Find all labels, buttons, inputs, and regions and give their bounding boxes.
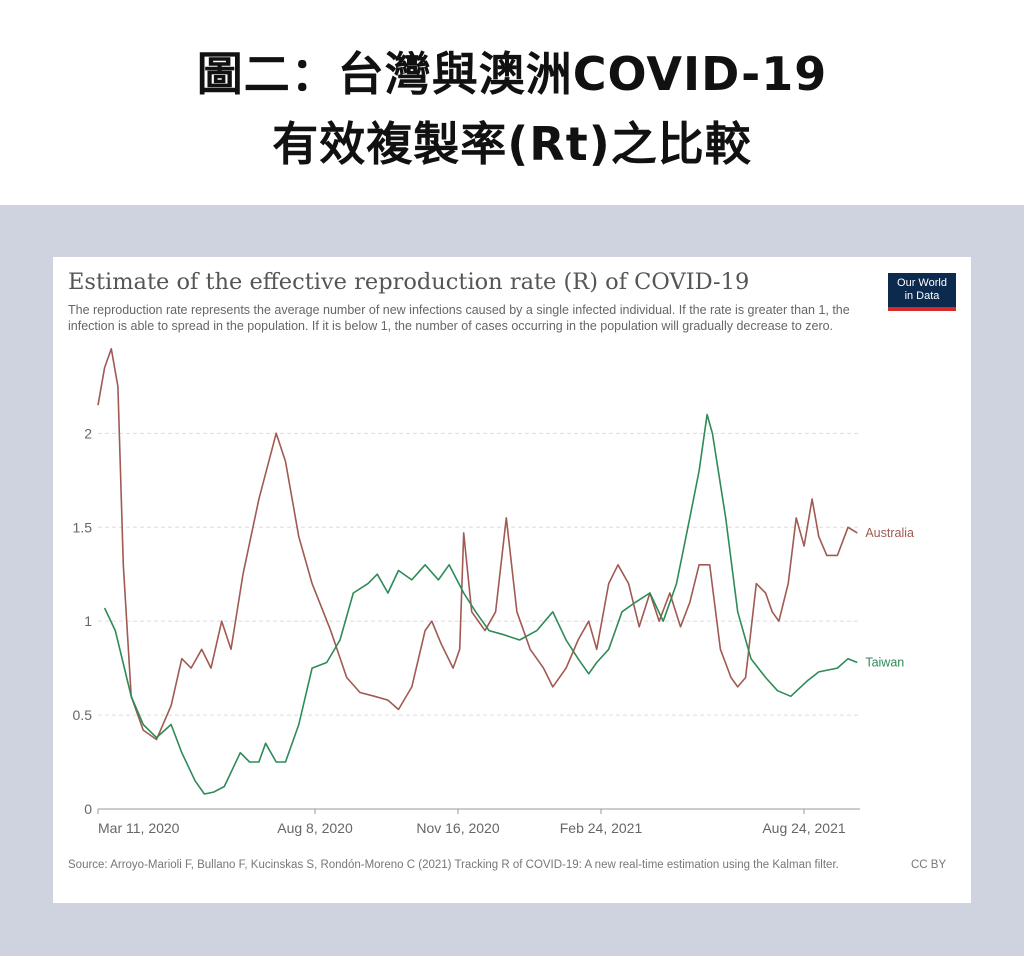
series-line-australia bbox=[97, 348, 858, 741]
y-tick-label: 0 bbox=[84, 801, 92, 817]
series-labels: Australia Taiwan bbox=[865, 526, 914, 670]
y-tick-label: 2 bbox=[84, 425, 92, 441]
x-tick-label: Aug 24, 2021 bbox=[762, 820, 846, 836]
series-line-taiwan bbox=[103, 413, 858, 795]
x-tick-label: Nov 16, 2020 bbox=[416, 820, 499, 836]
x-axis: Mar 11, 2020 Aug 8, 2020 Nov 16, 2020 Feb 2… bbox=[97, 808, 860, 836]
page-title-line-2: 有效複製率(Rt)之比較 bbox=[272, 117, 752, 171]
line-chart: 0 0.5 1 1.5 2 Mar 11, 2020 Aug 8, 2020 Nov 16,… bbox=[73, 348, 914, 836]
logo-line-1: Our World bbox=[897, 277, 947, 289]
our-world-in-data-logo[interactable]: Our World in Data bbox=[888, 273, 956, 311]
y-tick-label: 0.5 bbox=[73, 707, 93, 723]
y-axis-ticks: 0 0.5 1 1.5 2 bbox=[73, 425, 93, 817]
chart-source: Source: Arroyo-Marioli F, Bullano F, Kuc… bbox=[68, 859, 839, 871]
license-link[interactable]: CC BY bbox=[911, 859, 947, 871]
series-label-australia: Australia bbox=[865, 526, 914, 540]
y-tick-label: 1.5 bbox=[73, 519, 93, 535]
series-lines bbox=[97, 348, 858, 795]
x-tick-label: Aug 8, 2020 bbox=[277, 820, 353, 836]
y-tick-label: 1 bbox=[84, 613, 92, 629]
chart-subtitle: The reproduction rate represents the ave… bbox=[68, 303, 850, 333]
logo-line-2: in Data bbox=[904, 290, 940, 302]
x-tick-label: Mar 11, 2020 bbox=[98, 820, 180, 836]
chart-title: Estimate of the effective reproduction r… bbox=[68, 269, 750, 295]
x-tick-label: Feb 24, 2021 bbox=[560, 820, 643, 836]
page-header: 圖二：台灣與澳洲COVID-19 有效複製率(Rt)之比較 bbox=[0, 0, 1024, 205]
series-label-taiwan: Taiwan bbox=[865, 655, 904, 669]
chart-card: Estimate of the effective reproduction r… bbox=[53, 257, 971, 903]
page-title-line-1: 圖二：台灣與澳洲COVID-19 bbox=[196, 47, 828, 101]
